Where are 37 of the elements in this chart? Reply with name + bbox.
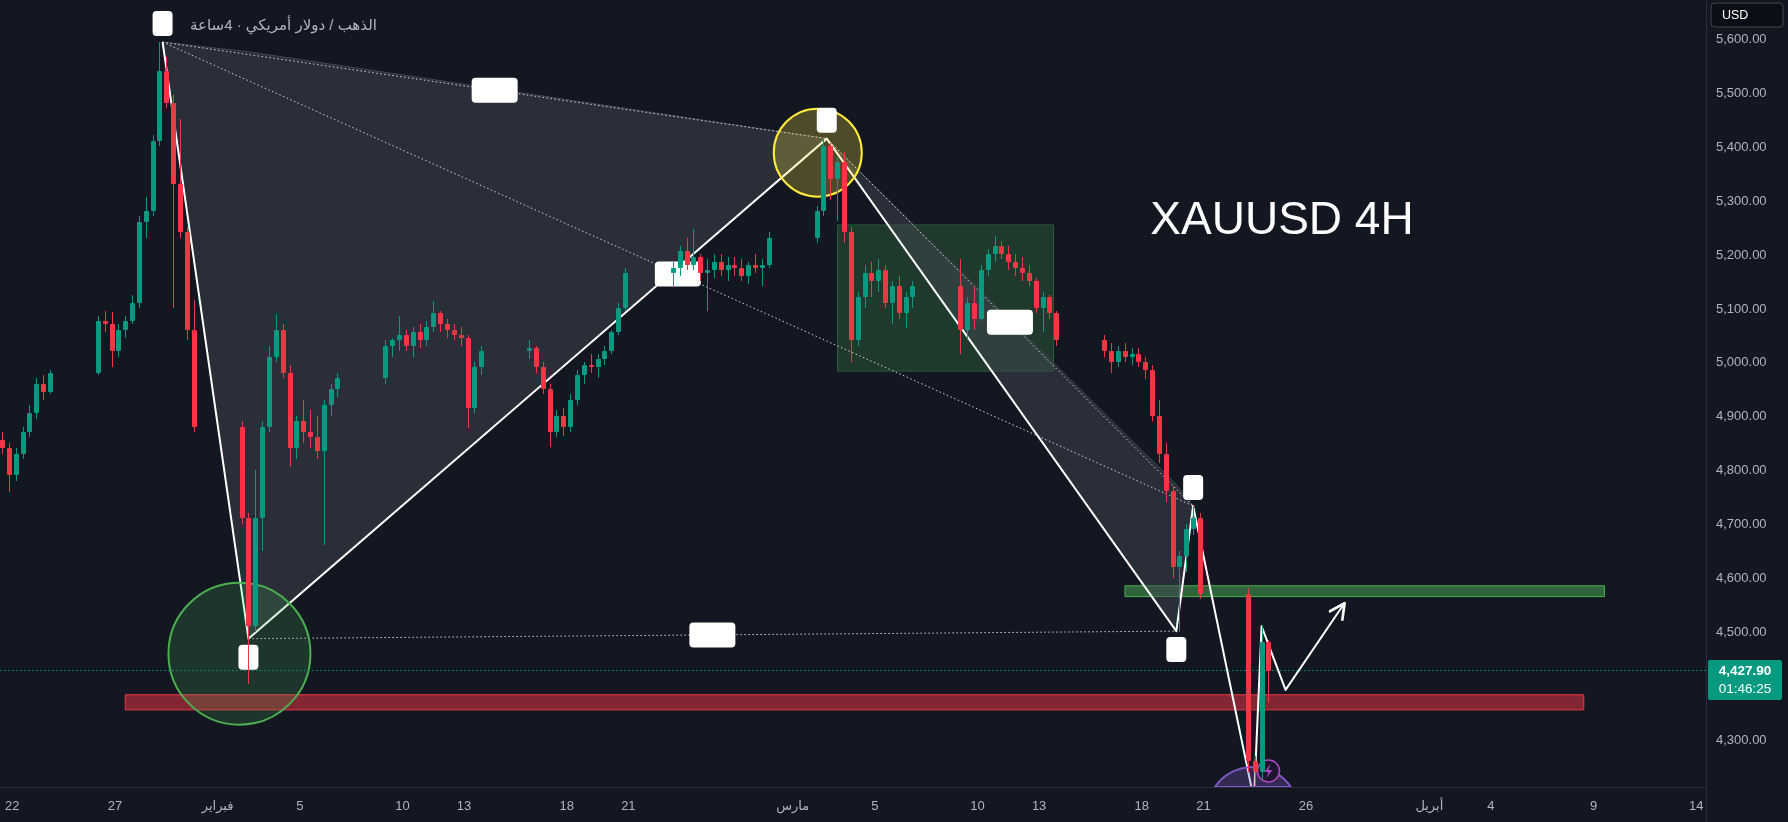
y-tick-label: 4,600.00 [1716,570,1767,586]
x-tick-label: 13 [1031,797,1047,813]
x-tick-label: 4 [1487,797,1495,813]
y-tick-label: 5,200.00 [1716,246,1767,262]
y-tick-label: 5,100.00 [1716,300,1767,316]
x-tick-label: 5 [296,797,304,813]
y-tick-label: 5,600.00 [1716,30,1767,46]
x-tick-label: 27 [107,797,123,813]
y-tick-label: 5,500.00 [1716,84,1767,100]
text: الذهب / دولار أمريكي · 4ساعة [190,14,377,35]
x-tick-label: 18 [1134,797,1150,813]
x-tick-label: 5 [871,797,879,813]
x-tick-label: أبريل [1415,796,1444,814]
x-tick-label: 9 [1590,797,1598,813]
x-tick-label: 10 [970,797,985,813]
x-tick-label: مارس [776,797,810,814]
x-tick-label: 26 [1298,797,1314,813]
x-tick-label: 13 [456,797,472,813]
x-tick-label: فبراير [200,797,234,814]
y-tick-label: 5,300.00 [1716,192,1767,208]
y-tick-label: 4,700.00 [1716,516,1767,532]
annotation: XAUUSD 4H [1150,192,1414,244]
x-tick-label: 22 [5,797,20,813]
text: USD [1722,8,1749,22]
y-tick-label: 4,500.00 [1716,624,1767,640]
ref-line-label: 4,427.90 [1718,663,1772,679]
x-tick-label: 21 [621,797,636,813]
y-tick-label: 4,300.00 [1716,732,1767,748]
y-tick-label: 4,900.00 [1716,408,1767,424]
x-tick-label: 21 [1196,797,1211,813]
y-tick-label: 5,000.00 [1716,354,1767,370]
text: 01:46:25 [1718,681,1772,697]
y-tick-label: 4,800.00 [1716,462,1767,478]
x-tick-label: 10 [395,797,410,813]
x-tick-label: 18 [559,797,574,813]
y-tick-label: 5,400.00 [1716,138,1767,154]
x-tick-label: 14 [1689,797,1704,813]
